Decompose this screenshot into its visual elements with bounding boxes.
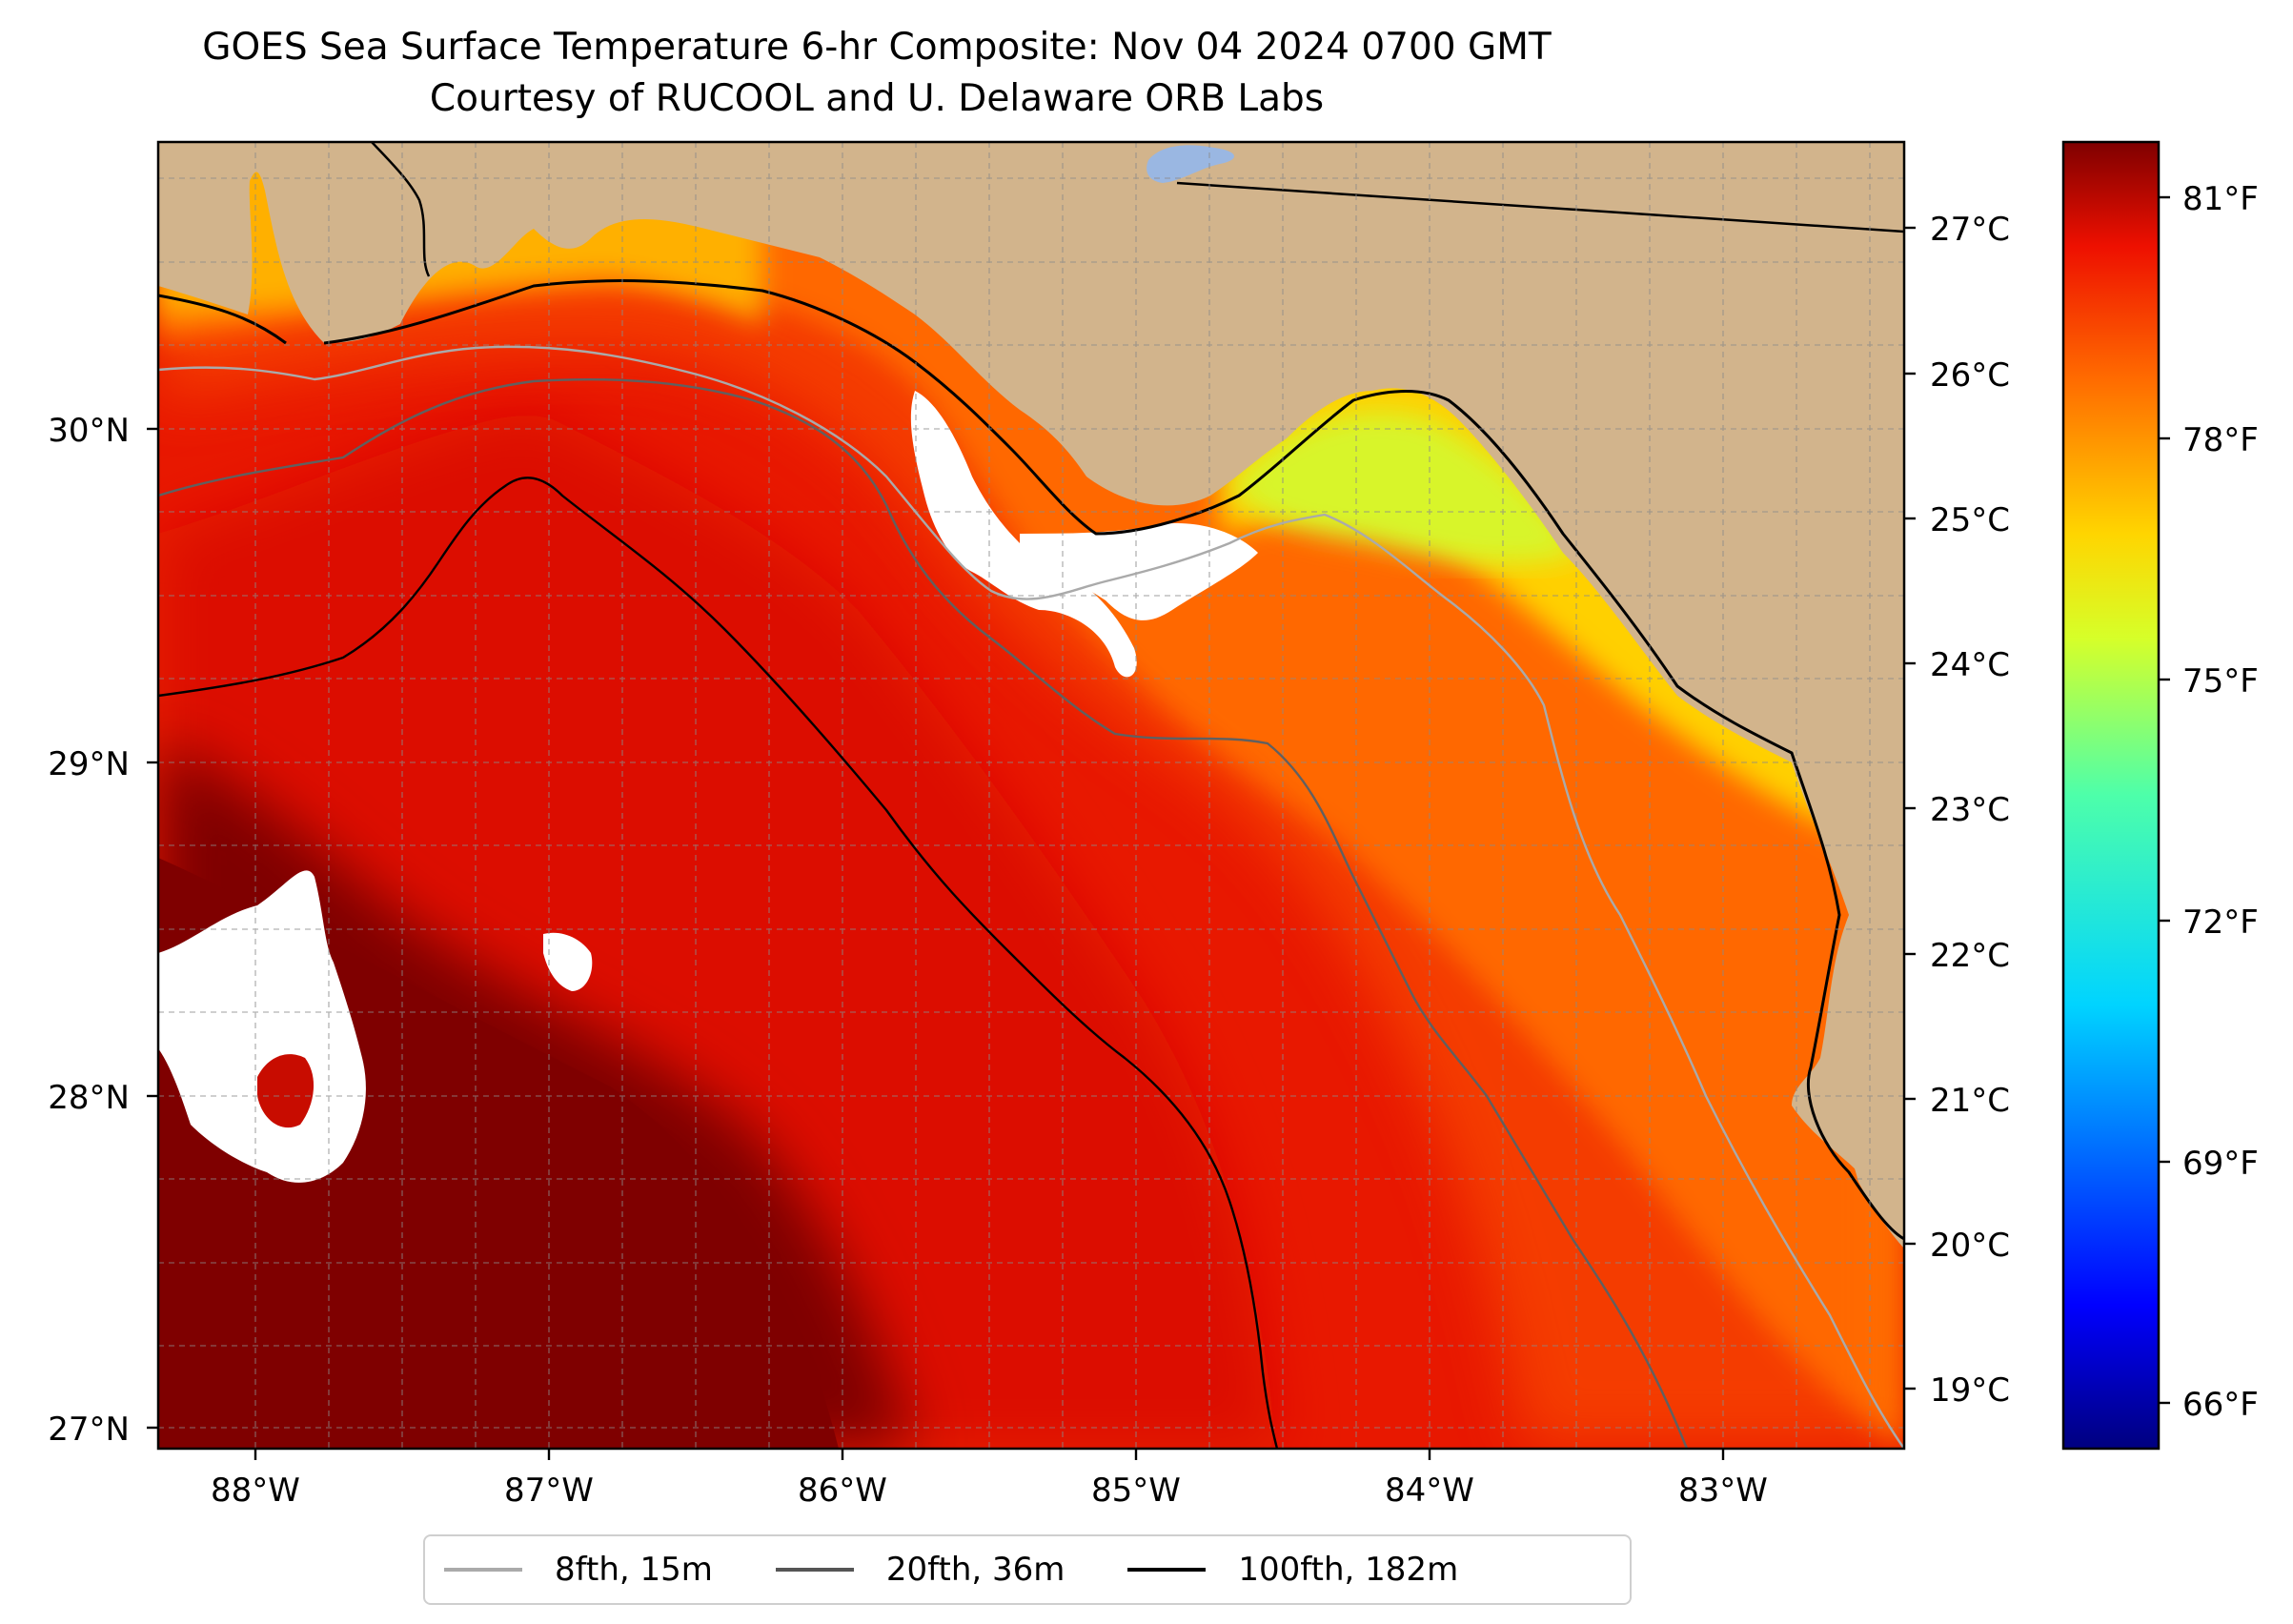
map-frame — [156, 140, 1906, 1451]
lat-label-27: 27°N — [48, 1411, 130, 1449]
coastline — [158, 279, 1904, 1241]
celsius-label-19: 19°C — [1930, 1371, 2010, 1410]
colorbar-label-69f: 69°F — [2182, 1145, 2259, 1183]
isobath-legend: 8fth, 15m 20fth, 36m 100fth, 182m — [423, 1534, 1632, 1605]
legend-swatch-8fth — [444, 1568, 522, 1572]
state-boundary — [1176, 181, 1904, 233]
colorbar — [2061, 140, 2161, 1451]
land — [158, 142, 1904, 1248]
lon-label-88: 88°W — [211, 1472, 300, 1510]
lon-label-87: 87°W — [504, 1472, 594, 1510]
celsius-label-25: 25°C — [1930, 501, 2010, 539]
legend-label-8fth: 8fth, 15m — [555, 1551, 713, 1589]
lat-label-29: 29°N — [48, 745, 130, 783]
lat-ticks — [147, 427, 158, 1430]
colorbar-ticks — [2159, 195, 2170, 1405]
colorbar-label-78f: 78°F — [2182, 421, 2259, 459]
celsius-label-21: 21°C — [1930, 1082, 2010, 1120]
legend-item-8fth: 8fth, 15m — [444, 1551, 713, 1589]
lon-ticks — [254, 1449, 1725, 1460]
lon-label-84: 84°W — [1385, 1472, 1474, 1510]
celsius-label-27: 27°C — [1930, 211, 2010, 249]
map-panel — [158, 142, 1904, 1449]
legend-label-20fth: 20fth, 36m — [885, 1551, 1065, 1589]
colorbar-label-81f: 81°F — [2182, 180, 2259, 218]
colorbar-label-75f: 75°F — [2182, 662, 2259, 700]
celsius-label-26: 26°C — [1930, 356, 2010, 395]
no-data-apalachicola — [910, 391, 1137, 678]
lon-label-85: 85°W — [1091, 1472, 1181, 1510]
celsius-ticks — [1904, 226, 1916, 1391]
isobath-100fth — [158, 477, 1279, 1449]
map-subtitle: Courtesy of RUCOOL and U. Delaware ORB L… — [429, 77, 1325, 120]
legend-swatch-100fth — [1127, 1568, 1207, 1572]
celsius-label-24: 24°C — [1930, 646, 2010, 684]
legend-item-20fth: 20fth, 36m — [775, 1551, 1065, 1589]
celsius-label-23: 23°C — [1930, 791, 2010, 829]
legend-item-100fth: 100fth, 182m — [1127, 1551, 1458, 1589]
map-grid — [158, 142, 1904, 1449]
legend-label-100fth: 100fth, 182m — [1238, 1551, 1459, 1589]
lake — [1146, 145, 1234, 183]
lon-label-83: 83°W — [1678, 1472, 1768, 1510]
lat-label-28: 28°N — [48, 1079, 130, 1117]
no-data-small — [543, 932, 593, 991]
lat-label-30: 30°N — [48, 412, 130, 450]
celsius-label-22: 22°C — [1930, 937, 2010, 975]
state-boundary-west — [371, 142, 431, 277]
colorbar-label-72f: 72°F — [2182, 903, 2259, 942]
map-title: GOES Sea Surface Temperature 6-hr Compos… — [202, 26, 1552, 69]
no-data-west — [158, 870, 366, 1183]
colorbar-label-66f: 66°F — [2182, 1386, 2259, 1424]
isobath-20fth — [158, 378, 1689, 1449]
sst-field-greenish — [1229, 412, 1582, 563]
no-data-west-hole — [257, 1054, 315, 1128]
isobath-8fth — [158, 345, 1904, 1449]
celsius-label-20: 20°C — [1930, 1227, 2010, 1265]
lon-label-86: 86°W — [798, 1472, 887, 1510]
legend-swatch-20fth — [775, 1568, 854, 1572]
